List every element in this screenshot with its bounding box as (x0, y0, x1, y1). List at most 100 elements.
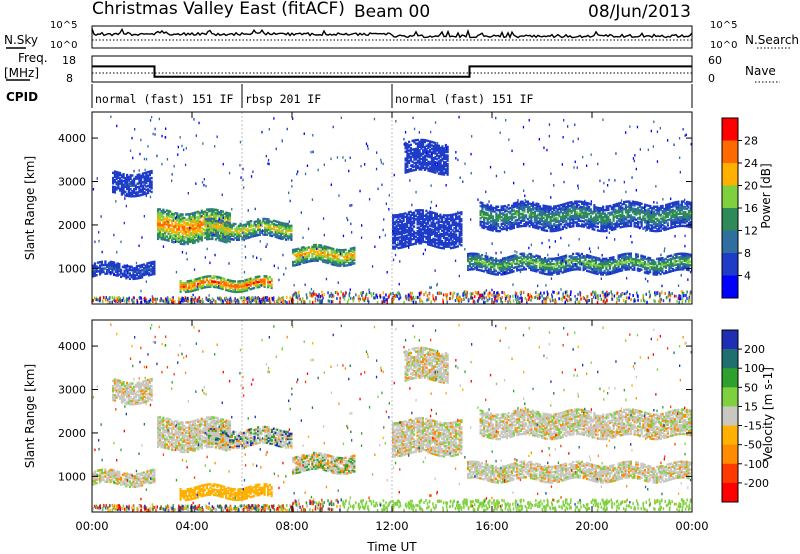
power-cell (278, 235, 281, 238)
power-cell (479, 210, 482, 213)
power-cell (151, 260, 154, 264)
power-cell (491, 265, 494, 269)
power-cell (581, 219, 584, 223)
power-cell (214, 284, 217, 287)
power-cell (458, 230, 461, 234)
power-cell (229, 232, 232, 235)
power-cell (619, 255, 622, 259)
power-cell (353, 248, 356, 251)
power-cell (162, 208, 165, 211)
power-cell (181, 285, 184, 288)
power-cell (684, 264, 687, 268)
power-cell (430, 218, 433, 221)
power-cell (640, 261, 643, 264)
power-cell (689, 253, 692, 256)
power-cell (119, 187, 122, 190)
power-cell (214, 217, 217, 220)
power-cell (302, 247, 305, 251)
power-cell (212, 280, 215, 283)
power-cell (134, 175, 137, 179)
power-cell (214, 213, 217, 217)
power-cell (404, 167, 407, 171)
power-cell (558, 256, 561, 259)
power-cell (208, 226, 211, 229)
power-cell (204, 210, 207, 213)
power-cell (575, 202, 578, 205)
power-cell (178, 233, 181, 237)
power-cell (498, 261, 501, 264)
power-cell (549, 205, 552, 208)
power-cell (526, 210, 529, 214)
power-cell (628, 252, 631, 255)
power-cell (498, 266, 501, 269)
power-cell (253, 229, 256, 232)
power-cell (656, 269, 659, 273)
power-cell (225, 287, 228, 290)
power-cell (444, 240, 447, 243)
power-cell (651, 219, 654, 222)
power-cell (227, 215, 230, 218)
power-cell (633, 263, 636, 266)
power-cell (481, 264, 484, 267)
power-cell (441, 234, 444, 238)
power-cell (616, 215, 619, 218)
power-cell (570, 214, 573, 218)
power-cell (579, 224, 582, 228)
power-cell (645, 225, 648, 228)
power-cell (671, 269, 674, 272)
power-cell (334, 263, 337, 267)
power-cell (188, 279, 191, 283)
power-cell (631, 207, 634, 210)
power-cell (628, 256, 631, 259)
power-cell (408, 156, 411, 159)
power-cell (222, 232, 225, 235)
power-cell (211, 226, 214, 229)
power-cell (197, 219, 200, 222)
power-cell (554, 257, 557, 260)
power-cell (399, 227, 402, 230)
power-cell (428, 236, 431, 239)
power-cell (670, 202, 673, 205)
power-cell (221, 240, 224, 243)
power-cell (148, 184, 151, 187)
power-cell (400, 242, 403, 246)
power-cell (421, 214, 424, 217)
power-cell (504, 213, 507, 216)
power-cell (540, 218, 543, 221)
power-cell (544, 264, 547, 267)
power-cell (542, 209, 545, 213)
power-cell (140, 179, 143, 183)
power-cell (146, 269, 149, 272)
power-cell (509, 206, 512, 210)
power-cell (530, 208, 533, 211)
power-cell (279, 223, 282, 226)
power-cell (484, 258, 487, 261)
power-cell (678, 259, 681, 262)
power-cell (635, 256, 638, 260)
nave-label: Nave (745, 64, 776, 78)
power-cell (652, 264, 655, 267)
power-cell (675, 204, 678, 207)
power-cell (193, 223, 196, 227)
power-cell (665, 203, 668, 207)
power-cell (183, 242, 186, 246)
power-cell (468, 263, 471, 266)
power-cell (514, 222, 517, 226)
power-cell (602, 228, 605, 231)
power-cell (624, 268, 627, 271)
power-cell (637, 210, 640, 213)
power-cell (533, 266, 536, 269)
power-cell (651, 229, 654, 232)
power-cell (530, 218, 533, 221)
power-cell (544, 218, 547, 222)
power-cell (158, 213, 161, 216)
power-cell (195, 235, 198, 238)
power-cell (483, 219, 486, 223)
power-cell (680, 219, 683, 222)
power-cell (652, 222, 655, 226)
power-cell (178, 216, 181, 219)
power-cell (582, 260, 585, 263)
power-cell (666, 213, 669, 217)
power-cell (521, 207, 524, 210)
power-cell (568, 213, 571, 216)
